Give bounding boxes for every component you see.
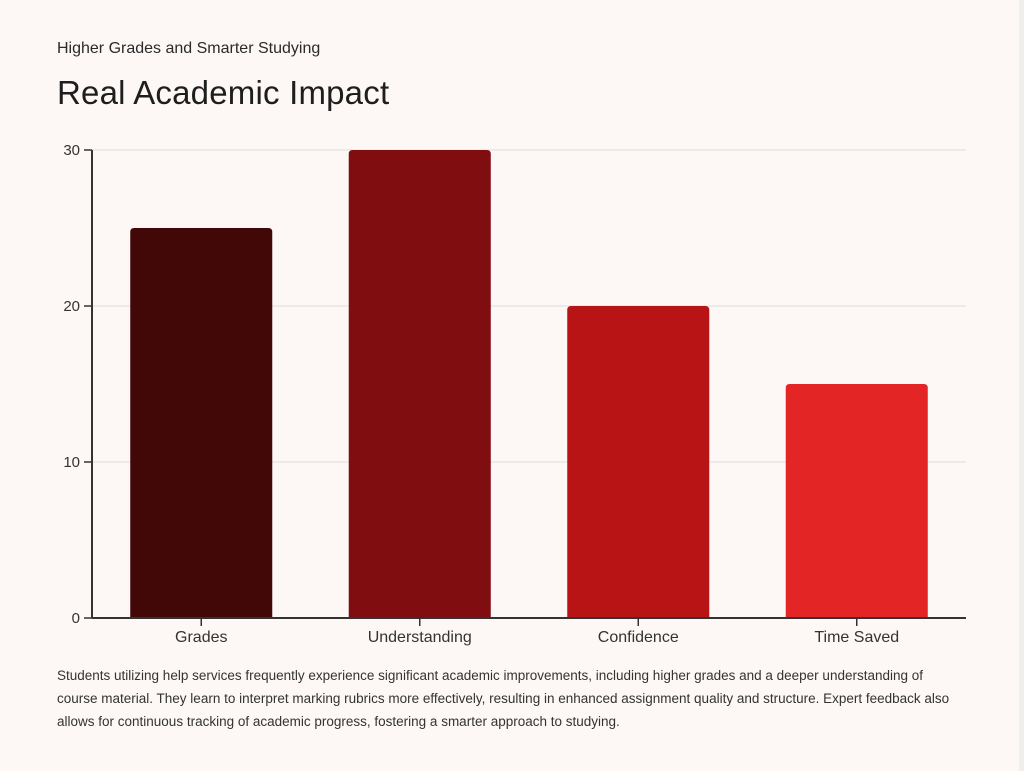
chart-title: Real Academic Impact <box>57 74 390 111</box>
y-tick-label: 20 <box>63 298 80 315</box>
bar-grades <box>130 228 273 618</box>
y-tick-label: 30 <box>63 142 80 159</box>
page-edge <box>1019 0 1024 771</box>
labels: 0 10 20 30 Grades Understanding Confidence Time… <box>63 142 899 646</box>
bar-time-saved <box>785 384 928 618</box>
bar-understanding <box>348 150 491 618</box>
y-tick-label: 0 <box>72 610 80 627</box>
bar-confidence <box>567 306 710 618</box>
bars <box>130 150 928 618</box>
y-tick-label: 10 <box>63 454 80 471</box>
x-tick-label: Time Saved <box>814 629 899 646</box>
x-tick-label: Confidence <box>598 629 679 646</box>
bar-chart: 0 10 20 30 Grades Understanding Confidence Time… <box>63 142 966 646</box>
x-tick-label: Understanding <box>368 629 472 646</box>
chart-description: Students utilizing help services frequen… <box>57 668 950 729</box>
x-tick-label: Grades <box>175 629 227 646</box>
axes <box>84 149 966 626</box>
chart-subtitle: Higher Grades and Smarter Studying <box>57 40 321 57</box>
